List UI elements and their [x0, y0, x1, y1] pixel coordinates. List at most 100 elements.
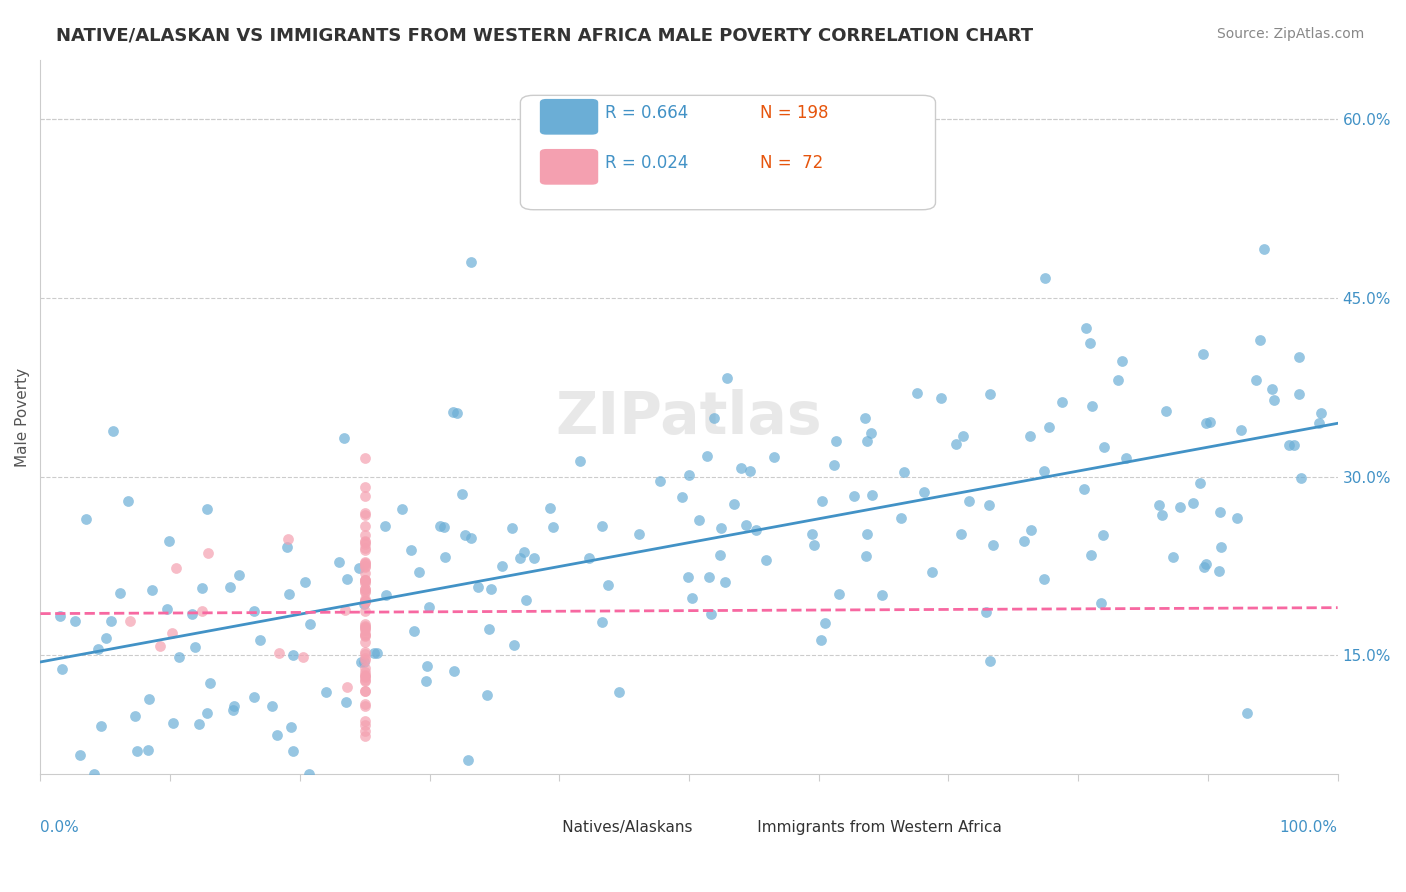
Point: [191, 604, 214, 618]
Point: [856, 526, 879, 541]
Point: [1194, 416, 1216, 430]
Point: [856, 434, 879, 449]
Point: [859, 425, 882, 440]
Point: [1208, 564, 1230, 578]
Point: [855, 549, 877, 563]
Point: [688, 513, 710, 527]
Text: N =  72: N = 72: [761, 154, 824, 172]
Point: [353, 623, 375, 637]
Point: [353, 555, 375, 569]
Point: [475, 688, 498, 702]
Point: [353, 582, 375, 597]
Point: [810, 632, 832, 647]
Point: [678, 467, 700, 482]
Text: Natives/Alaskans: Natives/Alaskans: [533, 820, 693, 835]
Y-axis label: Male Poverty: Male Poverty: [15, 368, 30, 467]
Point: [399, 543, 422, 558]
Point: [491, 559, 513, 574]
Point: [391, 501, 413, 516]
Point: [855, 411, 877, 425]
Point: [1249, 333, 1271, 347]
Point: [353, 489, 375, 503]
Point: [828, 587, 851, 601]
FancyBboxPatch shape: [716, 811, 766, 847]
Point: [353, 628, 375, 642]
Point: [125, 744, 148, 758]
Point: [929, 391, 952, 405]
Text: R = 0.024: R = 0.024: [605, 154, 688, 172]
Point: [676, 570, 699, 584]
Point: [183, 640, 205, 654]
Point: [1019, 429, 1042, 443]
Point: [1230, 423, 1253, 437]
Point: [353, 450, 375, 465]
Point: [75, 511, 97, 525]
Point: [1032, 573, 1054, 587]
Point: [538, 501, 561, 516]
Point: [63, 614, 86, 628]
Point: [433, 520, 456, 534]
Point: [353, 665, 375, 680]
Point: [167, 650, 190, 665]
Point: [195, 502, 218, 516]
Point: [353, 673, 375, 687]
Point: [1209, 505, 1232, 519]
Point: [374, 587, 396, 601]
Point: [335, 694, 357, 708]
Point: [1168, 500, 1191, 514]
Point: [1192, 560, 1215, 574]
Point: [1038, 420, 1060, 434]
Point: [1263, 393, 1285, 408]
Point: [443, 665, 465, 679]
Point: [100, 614, 122, 628]
Point: [353, 594, 375, 608]
Point: [224, 699, 246, 714]
Point: [141, 583, 163, 598]
Point: [353, 647, 375, 661]
Point: [221, 703, 243, 717]
Point: [366, 647, 388, 661]
Point: [198, 676, 221, 690]
Point: [335, 680, 357, 694]
Point: [162, 715, 184, 730]
Point: [165, 561, 187, 575]
Point: [191, 581, 214, 595]
Point: [276, 540, 298, 554]
Point: [974, 605, 997, 619]
Point: [541, 519, 564, 533]
Point: [1191, 347, 1213, 361]
Point: [1107, 373, 1129, 387]
Point: [1111, 354, 1133, 368]
Point: [353, 584, 375, 599]
Point: [1181, 496, 1204, 510]
Point: [353, 645, 375, 659]
Point: [433, 549, 456, 564]
Point: [513, 545, 536, 559]
Point: [429, 518, 451, 533]
Point: [1154, 404, 1177, 418]
Point: [138, 691, 160, 706]
Point: [979, 654, 1001, 668]
Point: [1080, 399, 1102, 413]
Point: [1308, 416, 1330, 430]
Point: [1282, 438, 1305, 452]
Point: [374, 519, 396, 533]
Point: [446, 406, 468, 420]
Text: R = 0.664: R = 0.664: [605, 104, 688, 122]
Point: [1021, 523, 1043, 537]
Point: [124, 709, 146, 723]
Point: [353, 651, 375, 665]
Point: [353, 661, 375, 675]
Point: [860, 488, 883, 502]
Point: [1090, 596, 1112, 610]
Point: [353, 621, 375, 635]
Point: [353, 585, 375, 599]
Point: [870, 588, 893, 602]
Point: [1309, 406, 1331, 420]
Point: [454, 528, 477, 542]
Point: [1278, 437, 1301, 451]
Point: [1161, 550, 1184, 565]
Point: [297, 767, 319, 781]
Point: [328, 555, 350, 569]
Point: [628, 527, 651, 541]
